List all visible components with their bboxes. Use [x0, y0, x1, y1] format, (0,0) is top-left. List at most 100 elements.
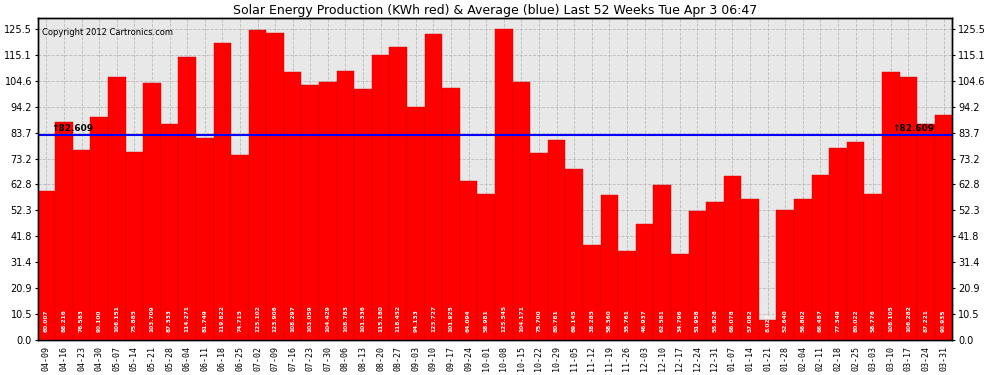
Bar — [794, 199, 812, 340]
Text: 74.715: 74.715 — [238, 309, 243, 332]
Bar — [90, 117, 108, 340]
Bar — [55, 122, 73, 340]
Text: 55.826: 55.826 — [713, 309, 718, 332]
Text: 57.082: 57.082 — [747, 309, 752, 332]
Text: ↑82.609: ↑82.609 — [893, 123, 935, 132]
Text: 123.727: 123.727 — [431, 305, 436, 332]
Bar — [882, 72, 900, 340]
Bar — [900, 77, 917, 340]
Bar — [178, 57, 196, 340]
Bar — [319, 81, 337, 340]
Text: 87.333: 87.333 — [167, 309, 172, 332]
Bar — [706, 202, 724, 340]
Text: 80.781: 80.781 — [554, 309, 559, 332]
Text: 125.545: 125.545 — [501, 305, 506, 332]
Bar — [284, 72, 302, 340]
Text: 118.452: 118.452 — [396, 305, 401, 332]
Bar — [653, 185, 671, 340]
Text: 81.749: 81.749 — [202, 309, 207, 332]
Text: 69.145: 69.145 — [571, 309, 576, 332]
Bar — [477, 194, 495, 340]
Bar — [531, 153, 547, 340]
Bar — [108, 77, 126, 340]
Text: 52.640: 52.640 — [783, 309, 788, 332]
Bar — [601, 195, 618, 340]
Text: 46.937: 46.937 — [643, 309, 647, 332]
Bar — [38, 191, 55, 340]
Text: 123.906: 123.906 — [272, 305, 277, 332]
Bar — [495, 29, 513, 340]
Text: 80.022: 80.022 — [853, 309, 858, 332]
Text: 108.297: 108.297 — [290, 305, 295, 332]
Text: 114.271: 114.271 — [184, 305, 190, 332]
Text: 66.487: 66.487 — [818, 309, 823, 332]
Text: 101.336: 101.336 — [360, 305, 365, 332]
Text: 64.094: 64.094 — [466, 309, 471, 332]
Text: 108.105: 108.105 — [888, 305, 893, 332]
Bar — [214, 44, 231, 340]
Bar — [337, 71, 354, 340]
Bar — [231, 155, 248, 340]
Bar — [565, 169, 583, 340]
Bar — [248, 30, 266, 340]
Text: 58.776: 58.776 — [871, 309, 876, 332]
Bar — [459, 181, 477, 340]
Bar — [443, 88, 459, 340]
Text: Copyright 2012 Cartronics.com: Copyright 2012 Cartronics.com — [43, 28, 173, 37]
Text: 90.100: 90.100 — [97, 310, 102, 332]
Text: 106.282: 106.282 — [906, 305, 911, 332]
Bar — [407, 107, 425, 340]
Text: 125.102: 125.102 — [255, 305, 260, 332]
Text: 62.581: 62.581 — [659, 309, 664, 332]
Bar — [935, 115, 952, 340]
Bar — [126, 152, 144, 340]
Bar — [354, 89, 372, 340]
Text: 87.221: 87.221 — [924, 309, 929, 332]
Text: 119.822: 119.822 — [220, 305, 225, 332]
Bar — [759, 320, 776, 340]
Bar — [636, 224, 653, 340]
Bar — [776, 210, 794, 340]
Bar — [266, 33, 284, 340]
Text: 104.171: 104.171 — [519, 305, 524, 332]
Bar — [547, 140, 565, 340]
Bar — [389, 47, 407, 340]
Text: 75.885: 75.885 — [132, 309, 137, 332]
Text: 8.022: 8.022 — [765, 314, 770, 332]
Bar — [513, 82, 531, 340]
Text: 94.133: 94.133 — [414, 309, 419, 332]
Text: 34.796: 34.796 — [677, 309, 682, 332]
Bar — [583, 245, 601, 340]
Bar — [73, 150, 90, 340]
Text: 66.078: 66.078 — [730, 309, 735, 332]
Bar — [688, 211, 706, 340]
Bar — [830, 148, 846, 340]
Bar — [724, 176, 742, 340]
Bar — [864, 194, 882, 340]
Title: Solar Energy Production (KWh red) & Average (blue) Last 52 Weeks Tue Apr 3 06:47: Solar Energy Production (KWh red) & Aver… — [233, 4, 757, 17]
Text: 35.761: 35.761 — [625, 309, 630, 332]
Text: 88.216: 88.216 — [61, 309, 66, 332]
Text: 56.802: 56.802 — [800, 309, 806, 332]
Text: 108.783: 108.783 — [343, 305, 347, 332]
Bar — [160, 124, 178, 340]
Bar — [425, 34, 443, 340]
Text: 103.709: 103.709 — [149, 306, 154, 332]
Bar — [846, 142, 864, 340]
Text: 58.981: 58.981 — [484, 309, 489, 332]
Text: 106.151: 106.151 — [114, 305, 119, 332]
Text: 60.007: 60.007 — [44, 310, 49, 332]
Text: 75.700: 75.700 — [537, 309, 542, 332]
Bar — [671, 254, 688, 340]
Text: 115.180: 115.180 — [378, 305, 383, 332]
Text: 103.059: 103.059 — [308, 306, 313, 332]
Bar — [917, 124, 935, 340]
Text: 77.349: 77.349 — [836, 309, 841, 332]
Text: 90.935: 90.935 — [941, 310, 946, 332]
Text: 76.583: 76.583 — [79, 309, 84, 332]
Bar — [742, 198, 759, 340]
Text: ↑82.609: ↑82.609 — [51, 123, 94, 132]
Bar — [302, 85, 319, 340]
Text: 38.285: 38.285 — [589, 309, 594, 332]
Bar — [144, 83, 160, 340]
